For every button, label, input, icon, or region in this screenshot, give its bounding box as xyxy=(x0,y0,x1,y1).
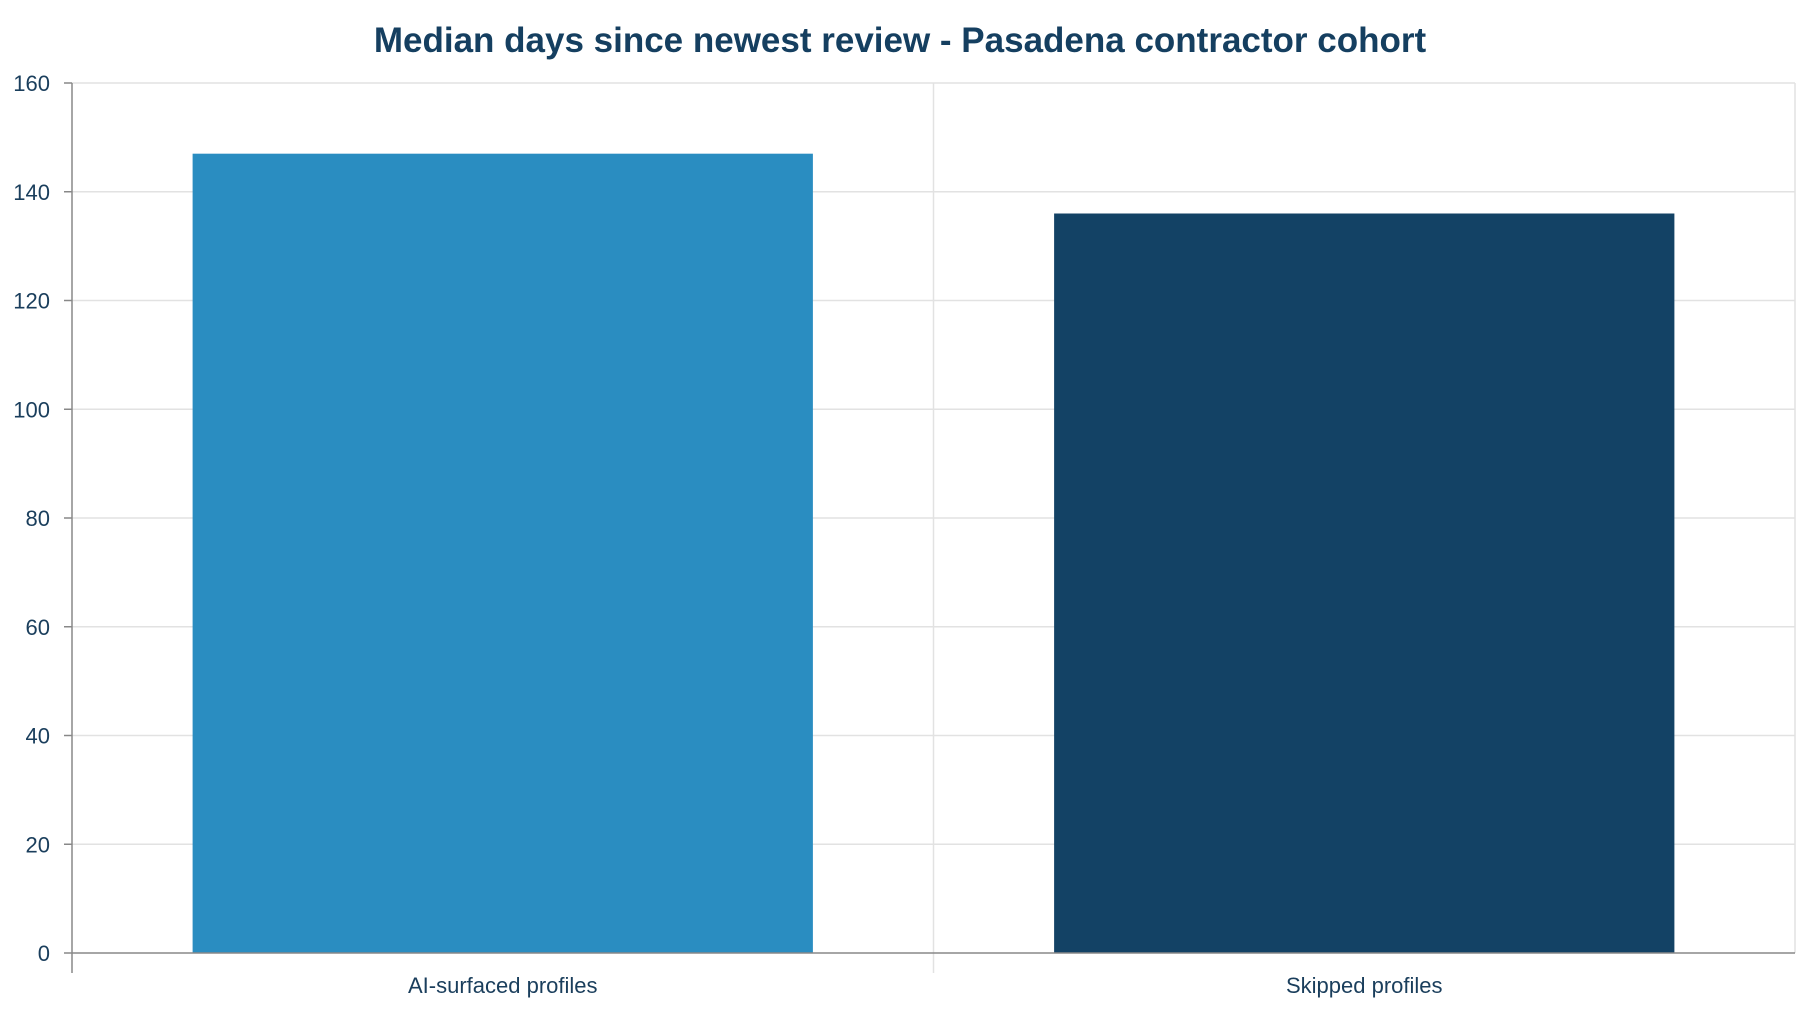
y-tick-label: 140 xyxy=(13,180,50,205)
y-tick-label: 120 xyxy=(13,289,50,314)
x-tick-label: AI-surfaced profiles xyxy=(408,973,598,998)
y-tick-label: 80 xyxy=(26,506,50,531)
tick-labels: 0 20 40 60 80 100 120 140 160 AI-surfaced profile… xyxy=(13,71,1442,998)
y-tick-label: 60 xyxy=(26,615,50,640)
bars xyxy=(192,153,1675,953)
bar-1 xyxy=(192,153,813,953)
chart-title: Median days since newest review - Pasade… xyxy=(374,21,1427,60)
y-tick-label: 100 xyxy=(13,397,50,422)
y-tick-label: 0 xyxy=(38,941,50,966)
axes xyxy=(64,82,1795,973)
y-tick-label: 160 xyxy=(13,71,50,96)
y-tick-label: 20 xyxy=(26,832,50,857)
bar-2 xyxy=(1054,213,1675,953)
x-tick-label: Skipped profiles xyxy=(1286,973,1443,998)
y-tick-label: 40 xyxy=(26,724,50,749)
